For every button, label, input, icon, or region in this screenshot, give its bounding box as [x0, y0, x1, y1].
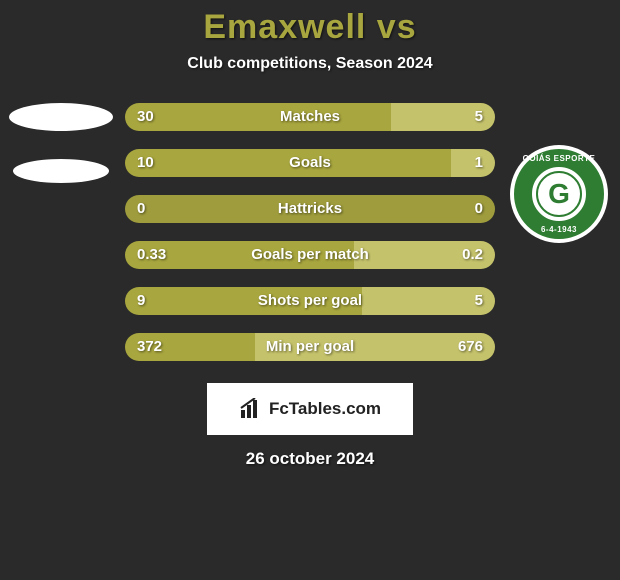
team-badge-placeholder: [9, 103, 113, 131]
comparison-panel: GOIÁS ESPORTE G 6-4-1943 305Matches 101Go…: [0, 103, 620, 361]
stat-row: 101Goals: [125, 149, 495, 177]
date-label: 26 october 2024: [0, 449, 620, 469]
left-team-badges: [6, 103, 116, 183]
stat-label: Goals: [125, 149, 495, 177]
brand-footer: FcTables.com: [207, 383, 413, 435]
stat-row: 372676Min per goal: [125, 333, 495, 361]
brand-text: FcTables.com: [269, 399, 381, 419]
stat-label: Shots per goal: [125, 287, 495, 315]
stat-label: Matches: [125, 103, 495, 131]
stat-label: Min per goal: [125, 333, 495, 361]
stat-row: 0.330.2Goals per match: [125, 241, 495, 269]
subtitle: Club competitions, Season 2024: [0, 55, 620, 73]
stat-row: 95Shots per goal: [125, 287, 495, 315]
stat-row: 00Hattricks: [125, 195, 495, 223]
stat-row: 305Matches: [125, 103, 495, 131]
team-badge-placeholder: [13, 159, 109, 183]
crest-text-top: GOIÁS ESPORTE: [510, 154, 608, 163]
chart-icon: [239, 398, 265, 420]
stat-label: Hattricks: [125, 195, 495, 223]
page-title: Emaxwell vs: [0, 0, 620, 47]
stat-rows: 305Matches 101Goals 00Hattricks 0.330.2Goal…: [125, 103, 495, 361]
crest-center-letter: G: [536, 171, 582, 217]
club-crest: GOIÁS ESPORTE G 6-4-1943: [510, 145, 608, 243]
crest-text-bottom: 6-4-1943: [510, 225, 608, 234]
stat-label: Goals per match: [125, 241, 495, 269]
right-team-badges: GOIÁS ESPORTE G 6-4-1943: [504, 145, 614, 243]
